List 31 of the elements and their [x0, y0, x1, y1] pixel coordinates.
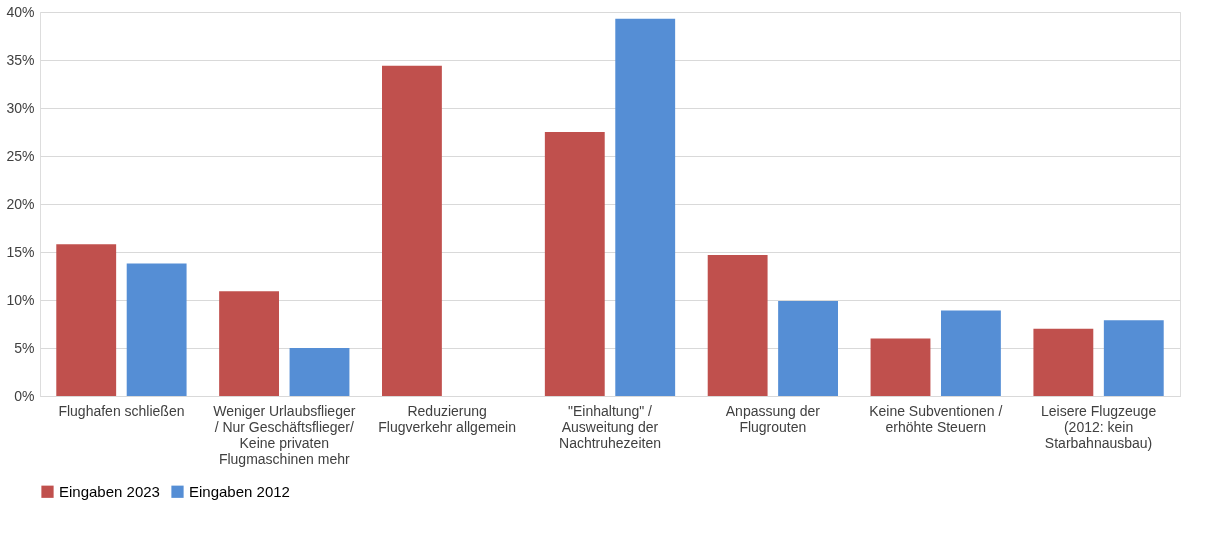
y-tick-label: 10%	[6, 291, 35, 308]
y-tick-label: 5%	[14, 339, 35, 356]
bar	[1103, 320, 1164, 396]
y-tick-label: 15%	[6, 243, 35, 260]
bar	[941, 310, 1001, 396]
x-tick-label: Flughafen schließen	[58, 402, 185, 419]
x-tick-label: Leisere Flugzeuge (2012: kein Starbahnausbau)	[1040, 402, 1157, 451]
bar	[544, 132, 605, 396]
bar	[126, 263, 187, 396]
y-tick-label: 30%	[6, 99, 35, 116]
y-tick-label: 25%	[6, 147, 35, 164]
bar	[56, 244, 117, 396]
bar	[778, 300, 838, 396]
y-tick-label: 0%	[14, 387, 35, 404]
y-tick-label: 40%	[6, 3, 35, 20]
x-tick-label: Keine Subventionen / erhöhte Steuern	[869, 402, 1003, 435]
legend-label: Eingaben 2012	[189, 482, 290, 500]
x-tick-label: "Einhaltung" / Ausweitung der Nachtruhezeiten	[559, 402, 661, 451]
bar	[219, 291, 279, 396]
bar	[707, 254, 768, 396]
y-tick-label: 35%	[6, 51, 35, 68]
legend-label: Eingaben 2023	[59, 482, 160, 500]
bar	[870, 338, 931, 396]
bar	[615, 18, 676, 396]
bar	[289, 348, 350, 396]
x-tick-label: Weniger Urlaubsflieger / Nur Geschäftsflieger/ Keine privaten Flugmaschinen mehr	[213, 402, 356, 467]
bar	[382, 65, 442, 396]
x-tick-label: Reduzierung Flugverkehr allgemein	[378, 402, 517, 435]
x-tick-label: Anpassung der Flugrouten	[725, 402, 821, 435]
y-tick-label: 20%	[6, 195, 35, 212]
bar	[1033, 328, 1094, 396]
